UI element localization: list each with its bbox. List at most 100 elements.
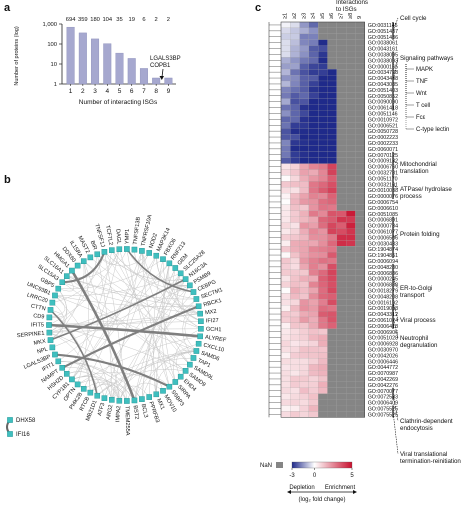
network-node [198,318,204,325]
network-node [87,389,94,396]
heatmap-cell [280,145,291,152]
heatmap-cell [318,240,328,247]
enrichment-label: Enrichment [325,485,356,491]
bracket-connector [392,184,399,190]
heatmap-cell [336,246,347,253]
heatmap-cell [299,116,309,123]
heatmap-cell [355,21,365,28]
heatmap-cell [327,281,337,288]
heatmap-cell [318,57,328,64]
network-node-label: ATF3 [97,402,106,416]
heatmap-cell [336,393,347,400]
heatmap-cells [280,21,365,418]
network-node [195,303,202,310]
heatmap-cell [336,287,347,294]
bar [127,58,136,85]
heatmap-cell [346,340,356,347]
heatmap-cell [290,305,300,312]
heatmap-cell [290,281,300,288]
heatmap-cell [355,175,365,182]
network-edge [71,249,120,380]
heatmap-row-label: GO:0002233 [368,141,398,147]
heatmap-cell [318,21,328,28]
heatmap-cell [280,334,291,341]
heatmap-cell [355,393,365,400]
heatmap-cell [327,198,337,205]
heatmap-cell [318,210,328,217]
heatmap-cell [346,21,356,28]
network-edge [119,278,186,401]
network-node-label: CD9 [33,313,45,320]
heatmap-cell [346,275,356,282]
heatmap-cell [346,104,356,111]
isolated-node [7,417,13,423]
heatmap-cell [280,246,291,253]
heatmap-cell [336,346,347,353]
heatmap-cell [346,193,356,200]
network-node [153,391,160,398]
heatmap-cell [327,316,337,323]
heatmap-cell [318,128,328,135]
heatmap-cell [327,340,337,347]
heatmap-cell [318,257,328,264]
network-node [116,246,123,253]
x-tick-label: 2 [81,88,85,95]
heatmap-cell [290,246,300,253]
heatmap-cell [318,287,328,294]
x-tick-label: 4 [105,88,109,95]
isolated-node-label: IFI16 [16,432,30,438]
y-tick-label: 10 [51,62,57,68]
y-tick-label: 1 [54,82,57,88]
heatmap-cell [308,358,319,365]
heatmap-cell [280,210,291,217]
network-node [124,246,130,252]
heatmap-cell [299,33,309,40]
heatmap-border [280,21,365,418]
heatmap-cell [327,399,337,406]
heatmap-cell [346,198,356,205]
bracket-connector [392,393,399,422]
heatmap-cell [290,98,300,105]
heatmap-cell [346,163,356,170]
heatmap-cell [346,33,356,40]
heatmap-cell [280,405,291,412]
network-node [47,307,54,313]
network-edge [58,263,170,362]
network-edge [62,281,186,372]
heatmap-cell [290,334,300,341]
network-edge [175,350,197,377]
heatmap-row-label: GO:0016192 [368,300,398,306]
heatmap-cell [336,263,347,270]
heatmap-title-line1: Interactions [336,0,368,6]
network-node [187,282,193,289]
category-label: Cell cycle [400,15,427,22]
heatmap-cell [299,92,309,99]
bar [164,77,173,85]
heatmap-cell [290,346,300,353]
network-node [195,340,202,347]
heatmap-cell [336,122,347,129]
heatmap-cell [308,346,319,353]
heatmap-cell [355,86,365,93]
network-node-label: TMEM255A [124,406,131,436]
heatmap-cell [318,175,328,182]
network-edge [50,261,85,341]
network-edge [62,367,120,401]
bar-value-label: 180 [90,17,100,23]
network-edge [134,350,197,401]
heatmap-cell [280,163,291,170]
heatmap-cell [308,204,319,211]
heatmap-cell [280,328,291,335]
network-edge [173,328,202,383]
network-node [190,355,197,361]
heatmap-cell [346,145,356,152]
network-node [55,358,62,365]
heatmap-cell [280,281,291,288]
heatmap-cell [280,322,291,329]
heatmap-cell [280,139,291,146]
heatmap-cell [336,234,347,241]
heatmap-cell [299,204,309,211]
heatmap-cell [299,281,309,288]
heatmap-row-label: GO:0051085 [368,212,398,218]
network-node [47,337,54,343]
